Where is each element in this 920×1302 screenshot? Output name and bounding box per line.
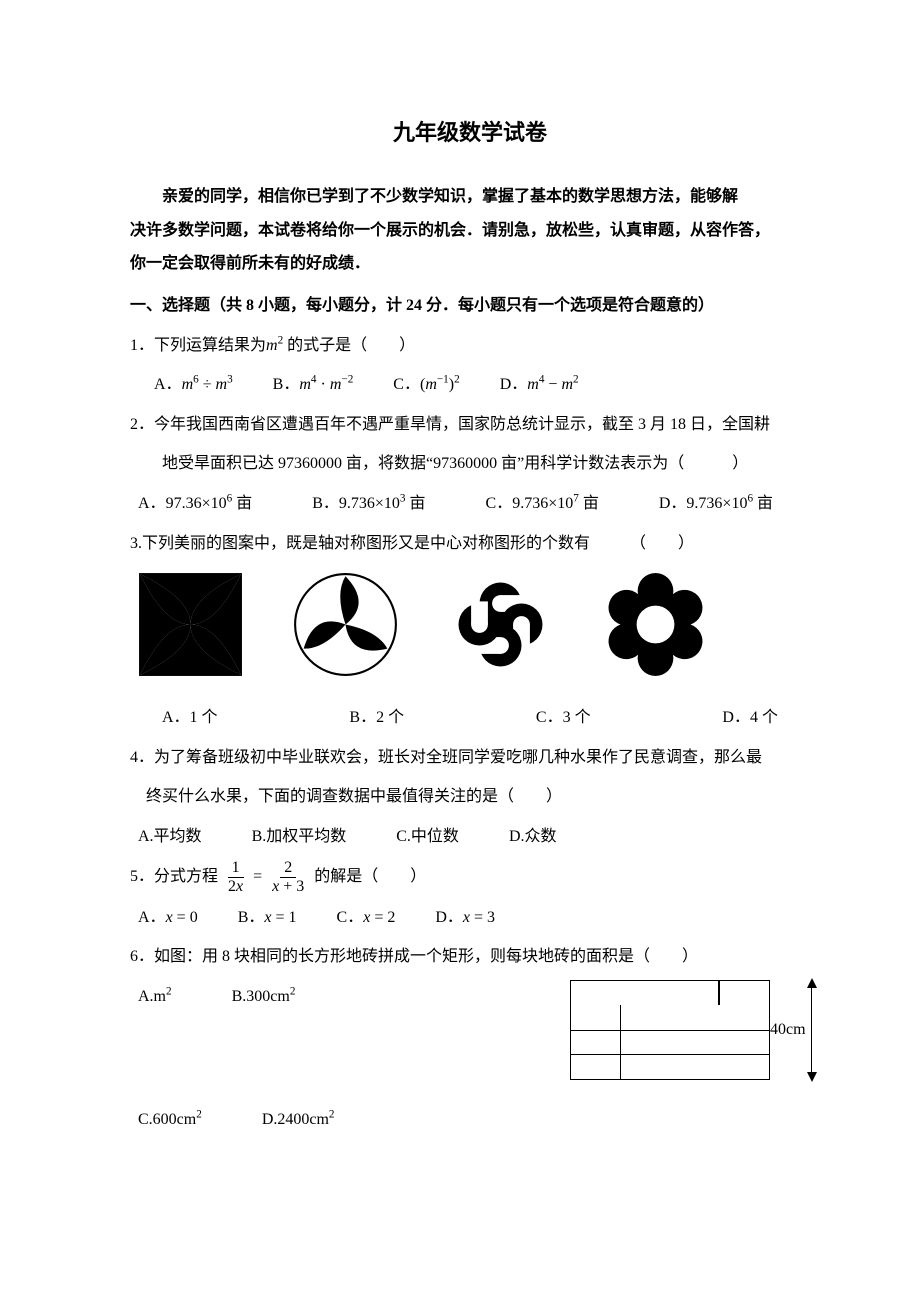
q1-stem-c: 的式子是（ ）: [283, 337, 415, 354]
tile: [620, 1030, 770, 1055]
q6-opt-b: B.300cm2: [232, 980, 296, 1014]
q5-opt-b: B．x = 1: [238, 901, 297, 935]
q5-stem-a: 5．分式方程: [130, 868, 222, 885]
tile: [570, 1005, 620, 1030]
q6-opt-c: C.600cm2: [138, 1103, 202, 1137]
question-3: 3.下列美丽的图案中，既是轴对称图形又是中心对称图形的个数有 （ ）: [130, 527, 810, 561]
pattern-4-icon: [603, 572, 708, 677]
tile: [570, 1030, 620, 1055]
dimension-label: 40cm: [770, 1013, 806, 1047]
q2-opt-c: C．9.736×107 亩: [486, 487, 599, 521]
q2-opt-a: A．97.36×106 亩: [138, 487, 252, 521]
page-title: 九年级数学试卷: [130, 110, 810, 156]
q2-options: A．97.36×106 亩 B．9.736×103 亩 C．9.736×107 …: [138, 487, 810, 521]
arrow-line: [811, 980, 813, 1080]
question-2-line1: 2．今年我国西南省区遭遇百年不遇严重旱情，国家防总统计显示，截至 3 月 18 …: [130, 408, 810, 442]
intro-line-1: 亲爱的同学，相信你已学到了不少数学知识，掌握了基本的数学思想方法，能够解: [130, 180, 810, 214]
q1-opt-c: C．(m−1)2: [393, 368, 459, 402]
q6-opt-d: D.2400cm2: [262, 1103, 335, 1137]
q6-opts-ab: A.m2 B.300cm2: [138, 980, 335, 1014]
question-1: 1．下列运算结果为m2 的式子是（ ）: [130, 329, 810, 363]
q3-opt-d: D．4 个: [722, 701, 778, 735]
pattern-2-icon: [293, 572, 398, 677]
q6-row: A.m2 B.300cm2 C.600cm2 D.2400cm2: [130, 980, 810, 1137]
dimension-arrow: 40cm: [770, 980, 820, 1080]
section-1-heading: 一、选择题（共 8 小题，每小题分，计 24 分．每小题只有一个选项是符合题意的…: [130, 289, 810, 323]
pattern-1-icon: [138, 572, 243, 677]
q2-opt-b: B．9.736×103 亩: [312, 487, 425, 521]
intro-line-3: 你一定会取得前所未有的好成绩．: [130, 247, 810, 281]
q5-opt-a: A．x = 0: [138, 901, 198, 935]
arrow-down-icon: [807, 1072, 817, 1082]
tile-row-3: [570, 1030, 770, 1055]
q5-opt-d: D．x = 3: [435, 901, 495, 935]
q3-opt-c: C．3 个: [536, 701, 591, 735]
tile-row-1: [570, 981, 770, 1006]
q4-opt-a: A.平均数: [138, 820, 202, 854]
question-6: 6．如图：用 8 块相同的长方形地砖拼成一个矩形，则每块地砖的面积是（ ）: [130, 940, 810, 974]
tile: [620, 1054, 770, 1079]
q3-options: A．1 个 B．2 个 C．3 个 D．4 个: [162, 701, 778, 735]
tile-row-2: [570, 1005, 770, 1030]
tile: [570, 981, 719, 1006]
tile: [719, 981, 770, 1006]
q1-opt-a: A．m6 ÷ m3: [154, 368, 233, 402]
q1-opt-d: D．m4 − m2: [500, 368, 579, 402]
intro-line-2: 决许多数学问题，本试卷将给你一个展示的机会．请别急，放松些，认真审题，从容作答，: [130, 214, 810, 248]
q4-options: A.平均数 B.加权平均数 C.中位数 D.众数: [138, 820, 810, 854]
q4-opt-c: C.中位数: [396, 820, 459, 854]
q5-eq: =: [253, 868, 266, 885]
question-2-line2: 地受旱面积已达 97360000 亩，将数据“97360000 亩”用科学计数法…: [130, 447, 810, 481]
q6-opt-a: A.m2: [138, 980, 172, 1014]
q5-opt-c: C．x = 2: [337, 901, 396, 935]
tile-row-4: [570, 1054, 770, 1079]
tile: [620, 1005, 770, 1030]
q3-opt-b: B．2 个: [349, 701, 404, 735]
q1-m: m: [266, 337, 278, 354]
question-4-line2: 终买什么水果，下面的调查数据中最值得关注的是（ ）: [130, 780, 810, 814]
q4-opt-d: D.众数: [509, 820, 557, 854]
q6-opts-cd: C.600cm2 D.2400cm2: [138, 1103, 335, 1137]
arrow-up-icon: [807, 978, 817, 988]
exam-page: 九年级数学试卷 亲爱的同学，相信你已学到了不少数学知识，掌握了基本的数学思想方法…: [0, 0, 920, 1197]
q6-figure: 40cm: [570, 980, 820, 1080]
q5-frac1: 1 2x: [224, 860, 247, 895]
q6-opts-col: A.m2 B.300cm2 C.600cm2 D.2400cm2: [130, 980, 335, 1137]
q4-opt-b: B.加权平均数: [252, 820, 347, 854]
pattern-3-icon: [448, 572, 553, 677]
question-5: 5．分式方程 1 2x = 2 x + 3 的解是（ ）: [130, 860, 810, 895]
q5-stem-b: 的解是（ ）: [314, 868, 426, 885]
tile-grid: [570, 980, 770, 1080]
q1-stem-a: 1．下列运算结果为: [130, 337, 266, 354]
q3-opt-a: A．1 个: [162, 701, 218, 735]
q5-frac2: 2 x + 3: [268, 860, 308, 895]
question-4-line1: 4．为了筹备班级初中毕业联欢会，班长对全班同学爱吃哪几种水果作了民意调查，那么最: [130, 741, 810, 775]
q1-opt-b: B．m4 · m−2: [273, 368, 354, 402]
q2-opt-d: D．9.736×106 亩: [659, 487, 773, 521]
tile: [570, 1054, 620, 1079]
q1-options: A．m6 ÷ m3 B．m4 · m−2 C．(m−1)2 D．m4 − m2: [154, 368, 810, 402]
q5-options: A．x = 0 B．x = 1 C．x = 2 D．x = 3: [138, 901, 810, 935]
q3-patterns: [138, 572, 810, 677]
